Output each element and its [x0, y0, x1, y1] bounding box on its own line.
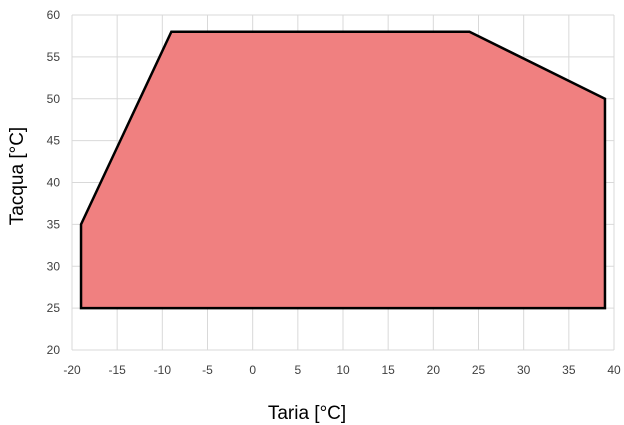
y-axis-label: Tacqua [°C] [7, 127, 28, 225]
series-layer [79, 30, 607, 310]
x-tick-label: 25 [472, 363, 486, 377]
x-tick-label: 5 [294, 363, 301, 377]
y-tick-label: 55 [47, 50, 61, 64]
x-tick-label: 20 [427, 363, 441, 377]
x-tick-label: -5 [202, 363, 213, 377]
x-tick-labels: -20 -15 -10 -5 0 5 10 15 20 25 30 35 40 [63, 363, 621, 377]
y-tick-label: 50 [47, 92, 61, 106]
y-tick-label: 60 [47, 8, 61, 22]
x-tick-label: 40 [607, 363, 621, 377]
operating-envelope-area [79, 30, 607, 310]
x-tick-label: -15 [108, 363, 126, 377]
y-tick-label: 40 [47, 176, 61, 190]
x-tick-label: 10 [336, 363, 350, 377]
y-tick-label: 30 [47, 259, 61, 273]
x-axis-label: Taria [°C] [268, 403, 346, 424]
y-tick-label: 25 [47, 301, 61, 315]
y-tick-label: 45 [47, 134, 61, 148]
x-tick-label: -20 [63, 363, 81, 377]
x-tick-label: 0 [249, 363, 256, 377]
y-tick-label: 20 [47, 343, 61, 357]
y-tick-labels: 20 25 30 35 40 45 50 55 60 [47, 8, 61, 357]
y-tick-label: 35 [47, 217, 61, 231]
x-tick-label: 30 [517, 363, 531, 377]
x-tick-label: -10 [154, 363, 172, 377]
x-tick-label: 35 [562, 363, 576, 377]
x-tick-label: 15 [381, 363, 395, 377]
